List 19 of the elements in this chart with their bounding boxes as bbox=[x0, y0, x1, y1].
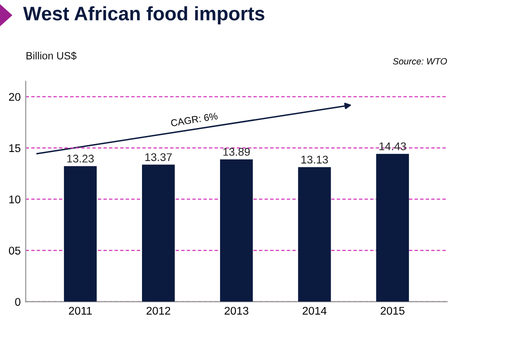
y-tick-label: 20 bbox=[9, 93, 20, 101]
data-label: 13.37 bbox=[145, 153, 172, 162]
x-tick-label: 2014 bbox=[302, 306, 327, 315]
x-tick-label: 2013 bbox=[224, 306, 248, 315]
y-tick-label: 10 bbox=[9, 195, 20, 204]
data-label: 13.13 bbox=[301, 156, 328, 164]
y-axis-title: Billion US$ bbox=[26, 52, 76, 60]
x-tick-label: 2012 bbox=[146, 306, 170, 315]
data-label: 14.43 bbox=[379, 142, 406, 150]
y-tick-label: 0 bbox=[15, 298, 20, 306]
data-label: 13.23 bbox=[67, 154, 94, 163]
data-label: 13.89 bbox=[223, 148, 250, 156]
chart-title: West African food imports bbox=[23, 6, 264, 24]
x-tick-label: 2015 bbox=[380, 306, 404, 315]
y-tick-label: 05 bbox=[8, 246, 20, 255]
x-tick-label: 2011 bbox=[68, 306, 92, 315]
annotation: CAGR: 6% bbox=[170, 112, 218, 127]
source-note: Source: WTO bbox=[392, 58, 447, 64]
y-tick-label: 15 bbox=[9, 144, 20, 152]
